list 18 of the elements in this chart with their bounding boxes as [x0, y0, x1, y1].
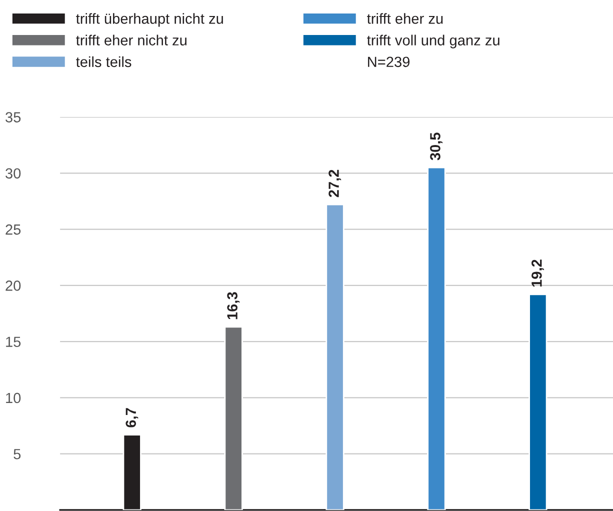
legend-label: teils teils: [76, 56, 132, 68]
text: N=239: [368, 56, 410, 68]
legend-label: trifft eher zu: [367, 13, 443, 24]
y-tick-label: 15: [6, 336, 21, 347]
y-tick-label: 20: [6, 280, 21, 291]
y-tick-label: 10: [6, 392, 21, 404]
data-label: 19,2: [532, 260, 544, 287]
data-label: 30,5: [430, 132, 442, 160]
data-label: 16,3: [227, 292, 240, 320]
y-tick-label: 5: [14, 449, 21, 460]
y-tick-label: 35: [6, 112, 21, 122]
data-label: 6,7: [126, 408, 138, 428]
data-label: 27,2: [328, 170, 342, 198]
legend-label: trifft eher nicht zu: [76, 34, 186, 46]
y-tick-label: 25: [6, 224, 21, 235]
legend-label: trifft überhaupt nicht zu: [76, 13, 223, 27]
y-tick-label: 30: [6, 168, 21, 179]
legend-label: trifft voll und ganz zu: [367, 34, 500, 48]
